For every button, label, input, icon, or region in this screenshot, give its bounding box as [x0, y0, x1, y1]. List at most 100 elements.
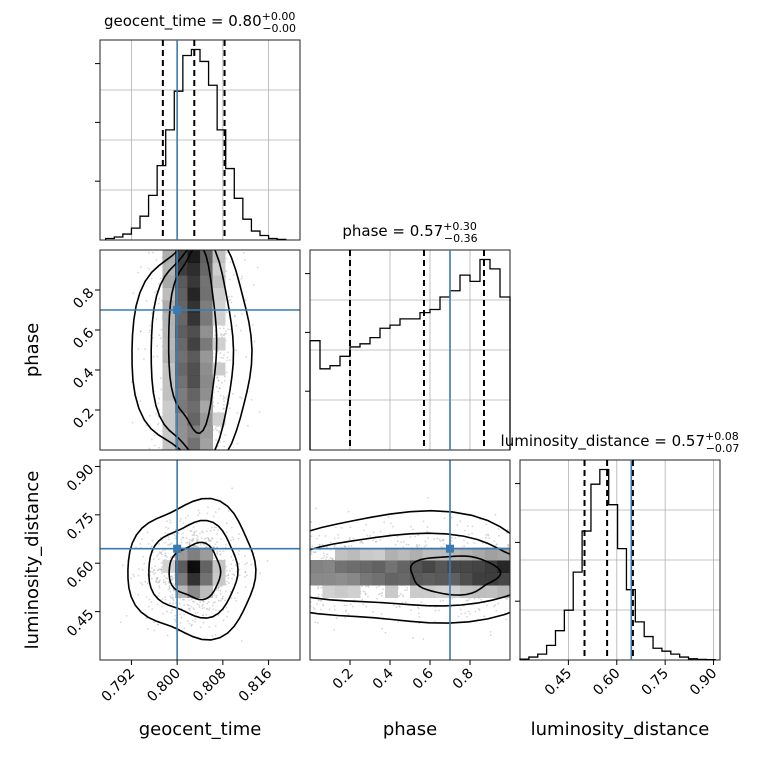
sample-point: [392, 604, 395, 606]
panel-frame: [519, 459, 721, 661]
density-cell: [187, 337, 201, 351]
sample-point: [227, 574, 230, 576]
sample-point: [156, 623, 159, 626]
sample-point: [405, 543, 408, 546]
title-luminosity_distance: luminosity_distance = 0.57+0.08 −0.07: [501, 430, 740, 455]
sample-point: [314, 621, 317, 624]
sample-point: [315, 507, 318, 510]
sample-point: [155, 290, 158, 293]
sample-point: [160, 553, 163, 556]
sample-point: [329, 541, 332, 544]
contour: [167, 250, 218, 435]
sample-point: [199, 532, 201, 535]
sample-point: [196, 603, 199, 605]
sample-point: [424, 540, 427, 543]
density-cell: [212, 560, 226, 573]
sample-point: [316, 622, 319, 624]
density-cell: [335, 585, 348, 598]
sample-point: [158, 543, 160, 545]
sample-point: [378, 593, 381, 596]
sample-point: [187, 608, 190, 610]
sample-point: [223, 375, 226, 378]
sample-point: [200, 537, 203, 540]
density-cell: [485, 560, 498, 573]
sample-point: [314, 551, 317, 553]
sample-point: [208, 609, 211, 611]
sample-point: [227, 574, 230, 577]
density-cell: [187, 585, 201, 598]
sample-point: [171, 596, 174, 599]
sample-point: [406, 586, 409, 589]
sample-point: [225, 575, 227, 577]
sample-point: [467, 599, 469, 602]
sample-point: [169, 595, 172, 598]
sample-point: [198, 512, 201, 514]
sample-point: [225, 565, 228, 568]
sample-point: [507, 545, 510, 548]
sample-point: [376, 597, 378, 600]
sample-point: [236, 442, 239, 445]
density-cell: [175, 425, 188, 438]
density-cell: [175, 312, 188, 326]
sample-point: [199, 626, 202, 629]
sample-point: [156, 578, 158, 581]
density-cell: [187, 387, 201, 401]
sample-point: [209, 529, 212, 532]
sample-point: [217, 380, 220, 382]
sample-point: [326, 546, 328, 549]
sample-point: [171, 609, 174, 611]
sample-point: [226, 395, 229, 398]
sample-point: [505, 618, 507, 621]
sample-point: [365, 585, 368, 588]
density-cell: [175, 572, 188, 586]
sample-point: [153, 573, 155, 576]
density-cell: [162, 412, 176, 426]
sample-point: [168, 543, 171, 546]
phase-y-axis-label: phase: [22, 323, 43, 377]
sample-point: [343, 604, 346, 607]
sample-point: [313, 608, 316, 611]
sample-point: [212, 429, 215, 432]
sample-point: [226, 531, 228, 533]
sample-point: [323, 554, 326, 557]
sample-point: [345, 609, 348, 612]
sample-point: [139, 543, 142, 545]
sample-point: [202, 603, 205, 606]
sample-point: [232, 573, 234, 576]
density-cell: [200, 325, 213, 338]
sample-point: [467, 533, 470, 536]
sample-point: [193, 608, 196, 611]
density-cell: [497, 585, 510, 598]
sample-point: [207, 538, 210, 540]
phase-x-tick-label: 0.2: [330, 666, 357, 693]
density-cell: [360, 547, 373, 561]
density-cell: [212, 262, 226, 276]
density-cell: [310, 560, 323, 573]
sample-point: [245, 574, 248, 577]
sample-point: [402, 540, 405, 543]
sample-point: [493, 605, 495, 608]
density-cell: [200, 437, 213, 450]
sample-point: [422, 638, 425, 641]
sample-point: [173, 534, 176, 537]
sample-point: [427, 536, 430, 539]
sample-point: [489, 630, 492, 633]
density-cell: [187, 300, 201, 313]
density-cell: [187, 425, 201, 438]
sample-point: [206, 608, 209, 611]
sample-point: [192, 545, 195, 548]
sample-point: [216, 429, 218, 432]
sample-point: [230, 556, 233, 558]
sample-point: [219, 589, 222, 592]
sample-point: [202, 600, 205, 603]
sample-point: [317, 593, 320, 596]
sample-point: [171, 578, 174, 581]
sample-point: [191, 534, 194, 537]
sample-point: [223, 599, 226, 602]
sample-point: [493, 540, 495, 543]
sample-point: [450, 539, 453, 542]
density-cell: [335, 560, 348, 573]
sample-point: [225, 371, 228, 374]
sample-point: [234, 597, 236, 600]
sample-point: [167, 536, 170, 538]
